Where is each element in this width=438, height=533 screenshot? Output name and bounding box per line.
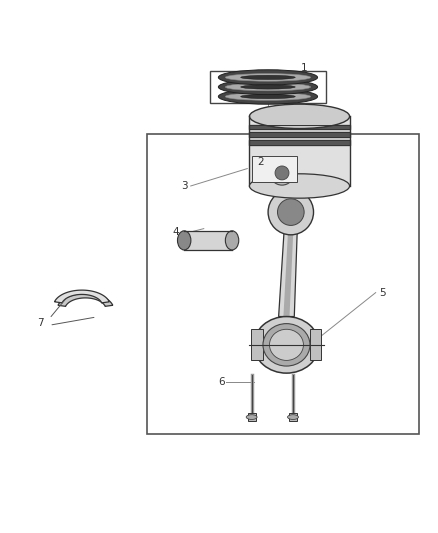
Polygon shape: [58, 294, 113, 306]
Ellipse shape: [287, 415, 298, 419]
Bar: [210, 71, 325, 103]
Ellipse shape: [225, 74, 311, 81]
Text: 1: 1: [300, 63, 307, 74]
Ellipse shape: [250, 104, 350, 128]
Bar: [289, 413, 297, 421]
Text: 4: 4: [172, 227, 179, 237]
Ellipse shape: [250, 174, 350, 198]
Ellipse shape: [246, 415, 257, 419]
Ellipse shape: [275, 166, 289, 180]
Polygon shape: [279, 228, 297, 317]
Ellipse shape: [225, 83, 311, 91]
Ellipse shape: [241, 75, 295, 79]
Polygon shape: [252, 156, 297, 182]
Bar: [310, 329, 321, 360]
Polygon shape: [250, 116, 350, 186]
Ellipse shape: [269, 329, 304, 360]
Ellipse shape: [268, 189, 314, 235]
Ellipse shape: [225, 93, 311, 100]
Text: 5: 5: [379, 288, 385, 297]
Ellipse shape: [226, 231, 239, 250]
Ellipse shape: [254, 317, 319, 373]
Ellipse shape: [219, 79, 318, 95]
Ellipse shape: [219, 89, 318, 104]
Ellipse shape: [177, 231, 191, 250]
Ellipse shape: [278, 199, 304, 225]
Ellipse shape: [241, 94, 295, 99]
Text: 2: 2: [257, 157, 264, 167]
Bar: [248, 413, 255, 421]
Bar: [147, 134, 419, 434]
Ellipse shape: [263, 324, 310, 366]
Text: 7: 7: [37, 318, 44, 328]
Polygon shape: [184, 231, 232, 250]
Ellipse shape: [241, 85, 295, 89]
Ellipse shape: [219, 70, 318, 85]
Polygon shape: [283, 228, 293, 317]
Text: 3: 3: [181, 181, 187, 191]
Text: 6: 6: [218, 377, 225, 387]
Bar: [251, 329, 263, 360]
Ellipse shape: [270, 161, 294, 185]
Polygon shape: [54, 290, 110, 303]
